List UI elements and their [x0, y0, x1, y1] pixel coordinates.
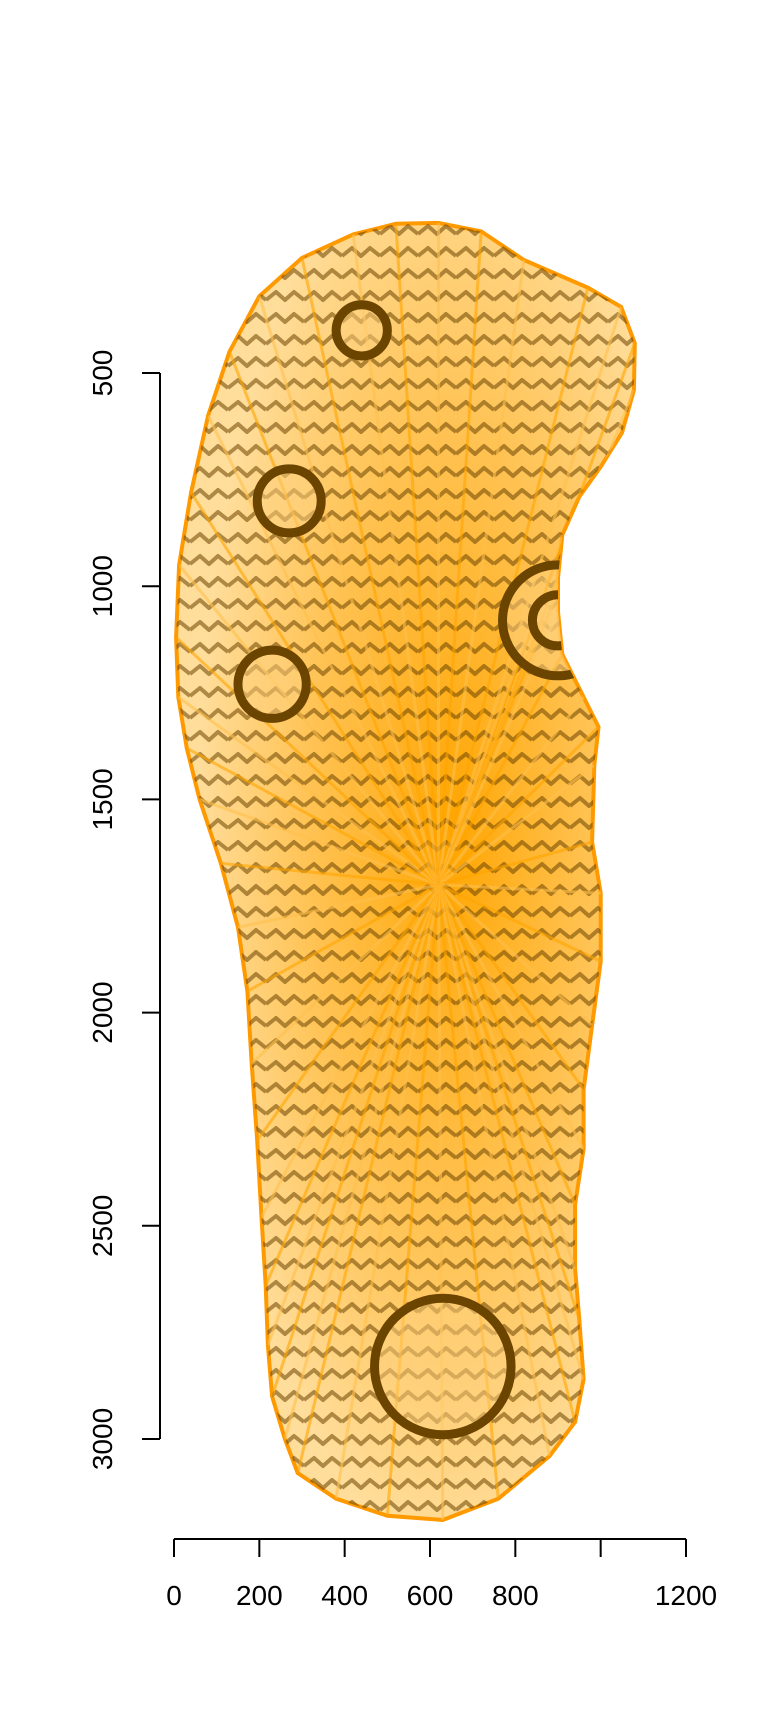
- y-tick-label: 1000: [87, 555, 118, 617]
- y-tick-label: 1500: [87, 768, 118, 830]
- tread-circle: [336, 305, 387, 356]
- y-tick-label: 2500: [87, 1195, 118, 1257]
- tread-circle: [532, 595, 583, 646]
- tread-circle: [375, 1298, 512, 1435]
- tread-circle: [257, 469, 321, 533]
- plot-area: [150, 140, 690, 1560]
- y-tick-label: 3000: [87, 1408, 118, 1470]
- x-axis: 0 200 400 600 800 1200: [166, 1539, 717, 1611]
- x-tick-label: 0: [166, 1580, 182, 1611]
- x-tick-label: 200: [236, 1580, 283, 1611]
- x-tick-label: 1200: [655, 1580, 717, 1611]
- tread-circle: [238, 650, 306, 718]
- y-tick-label: 2000: [87, 981, 118, 1043]
- y-tick-label: 500: [87, 350, 118, 397]
- x-tick-label: 400: [321, 1580, 368, 1611]
- x-tick-label: 800: [492, 1580, 539, 1611]
- x-tick-label: 600: [407, 1580, 454, 1611]
- y-axis: 500 1000 1500 2000 2500 3000: [87, 350, 160, 1471]
